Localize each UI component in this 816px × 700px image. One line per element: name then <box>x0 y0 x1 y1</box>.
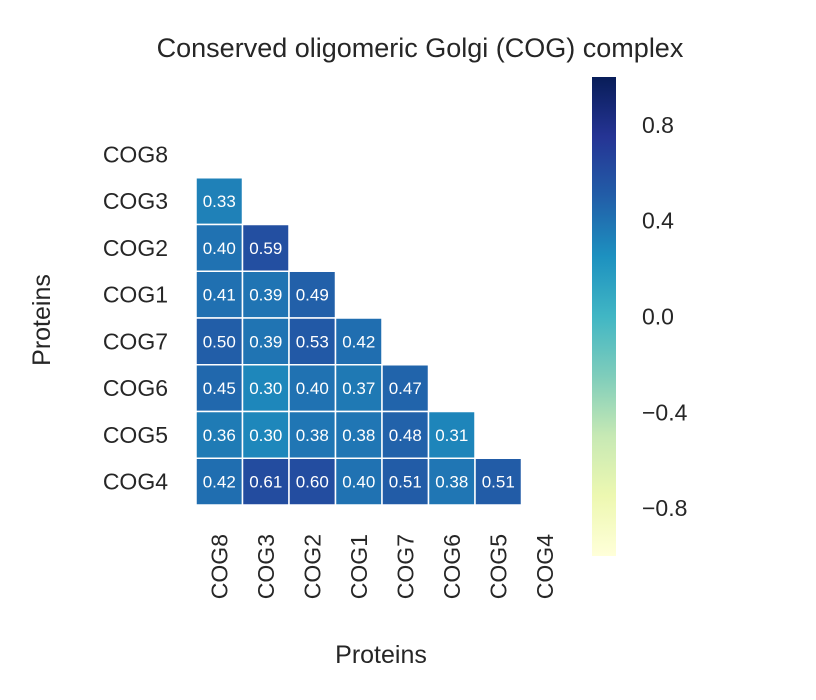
cell-value-label: 0.42 <box>342 332 375 351</box>
colorbar-tick-label: −0.8 <box>642 495 687 521</box>
cell-value-label: 0.47 <box>389 379 422 398</box>
cell-value-label: 0.40 <box>296 379 329 398</box>
cell-value-label: 0.33 <box>203 192 236 211</box>
y-tick-label: COG4 <box>103 469 168 495</box>
cell-value-label: 0.45 <box>203 379 236 398</box>
y-tick-label: COG6 <box>103 375 168 401</box>
cell-value-label: 0.50 <box>203 332 236 351</box>
heatmap-cell <box>241 317 290 366</box>
cell-value-label: 0.59 <box>249 239 282 258</box>
x-tick-label: COG6 <box>439 534 465 599</box>
x-axis-label: Proteins <box>335 641 427 669</box>
heatmap-cell <box>288 270 337 319</box>
colorbar-tick-label: 0.0 <box>642 304 674 330</box>
cell-value-label: 0.53 <box>296 332 329 351</box>
y-axis-label: Proteins <box>28 274 56 366</box>
heatmap-cells <box>195 177 523 506</box>
cell-value-label: 0.49 <box>296 286 329 305</box>
heatmap-cell <box>195 457 244 506</box>
x-tick-label: COG5 <box>485 534 511 599</box>
heatmap-cell <box>241 457 290 506</box>
cell-value-label: 0.30 <box>249 379 282 398</box>
heatmap-cell <box>195 223 244 272</box>
heatmap-cell <box>427 410 476 459</box>
cell-value-label: 0.39 <box>249 332 282 351</box>
heatmap-cell <box>474 457 523 506</box>
heatmap-cell <box>241 364 290 413</box>
heatmap-cell <box>241 410 290 459</box>
cell-value-label: 0.61 <box>249 473 282 492</box>
heatmap-cell <box>334 457 383 506</box>
heatmap-cell <box>334 410 383 459</box>
y-tick-label: COG8 <box>103 141 168 167</box>
heatmap-cell <box>381 410 430 459</box>
heatmap-cell <box>195 177 244 226</box>
cell-value-label: 0.51 <box>389 473 422 492</box>
y-tick-label: COG2 <box>103 235 168 261</box>
colorbar-tick-label: 0.4 <box>642 208 674 234</box>
cell-value-label: 0.30 <box>249 426 282 445</box>
chart-title: Conserved oligomeric Golgi (COG) complex <box>157 33 684 63</box>
heatmap-cell <box>334 364 383 413</box>
x-tick-label: COG1 <box>346 534 372 599</box>
cell-value-label: 0.37 <box>342 379 375 398</box>
cell-value-label: 0.48 <box>389 426 422 445</box>
colorbar <box>592 77 616 556</box>
y-tick-label: COG1 <box>103 282 168 308</box>
x-tick-labels: COG8 COG3 COG2 COG1 COG7 COG6 COG5 COG4 <box>206 534 558 599</box>
cell-value-label: 0.51 <box>482 473 515 492</box>
x-tick-label: COG3 <box>253 534 279 599</box>
cell-value-label: 0.41 <box>203 286 236 305</box>
cell-value-label: 0.36 <box>203 426 236 445</box>
heatmap-cell <box>427 457 476 506</box>
cell-value-label: 0.40 <box>203 239 236 258</box>
x-tick-label: COG4 <box>532 534 558 599</box>
cell-value-label: 0.42 <box>203 473 236 492</box>
cell-value-label: 0.31 <box>435 426 468 445</box>
cell-value-label: 0.39 <box>249 286 282 305</box>
x-tick-label: COG2 <box>299 534 325 599</box>
x-tick-label: COG8 <box>206 534 232 599</box>
cell-value-label: 0.38 <box>296 426 329 445</box>
cell-value-label: 0.40 <box>342 473 375 492</box>
colorbar-tick-label: 0.8 <box>642 112 674 138</box>
cell-value-label: 0.38 <box>435 473 468 492</box>
x-tick-label: COG7 <box>392 534 418 599</box>
colorbar-tick-label: −0.4 <box>642 399 688 425</box>
cell-value-label: 0.60 <box>296 473 329 492</box>
heatmap-cell-labels: 0.33 0.40 0.59 0.41 0.39 0.49 0.50 0.39 0.53 0.42… <box>203 192 515 492</box>
y-tick-label: COG7 <box>103 328 168 354</box>
y-tick-label: COG3 <box>103 188 168 214</box>
cell-value-label: 0.38 <box>342 426 375 445</box>
colorbar-tick-labels: 0.8 0.4 0.0 −0.4 −0.8 <box>642 112 688 521</box>
y-tick-labels: COG8 COG3 COG2 COG1 COG7 COG6 COG5 COG4 <box>103 141 168 494</box>
heatmap-cell <box>195 410 244 459</box>
heatmap-cell <box>334 317 383 366</box>
y-tick-label: COG5 <box>103 422 168 448</box>
